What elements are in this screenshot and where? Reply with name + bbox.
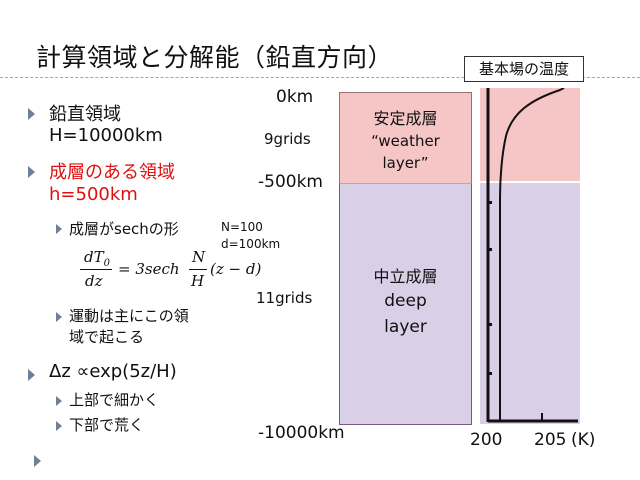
neutral-layer-label: 中立成層 deep layer xyxy=(340,266,471,340)
eq-rhs-denominator: H xyxy=(191,272,205,290)
profile-neutral-shade xyxy=(480,182,580,424)
temp-tick-205: 205 xyxy=(534,430,567,450)
profile-grid-tick xyxy=(488,372,492,375)
profile-grid-tick xyxy=(488,201,492,204)
temp-tick-200: 200 xyxy=(470,430,503,450)
height-label-bottom: -10000km xyxy=(258,423,345,443)
eq-fraction-bar xyxy=(80,269,112,270)
stable-layer-box xyxy=(339,92,472,184)
eq-rhs-fraction-bar xyxy=(189,269,207,270)
sub-bullet-fine-top: 上部で細かく xyxy=(69,391,160,409)
profile-grid-tick xyxy=(488,323,492,326)
eq-rhs-sech: = 3sech xyxy=(118,260,180,278)
bullet-stratified-region-value: h=500km xyxy=(49,184,138,205)
profile-grid-ticks xyxy=(488,201,492,375)
temperature-profile-curve xyxy=(499,88,565,422)
stable-layer-label: 安定成層 “weather layer” xyxy=(340,108,471,174)
temp-unit: (K) xyxy=(571,430,596,450)
bullet-arrow-icon xyxy=(28,108,35,120)
height-label-top: 0km xyxy=(276,87,314,107)
stable-layer-en-1: “weather xyxy=(371,132,440,150)
stratification-equation: dT0 dz = 3sech N H (z − d) xyxy=(80,248,280,292)
eq-rhs-tail: (z − d) xyxy=(210,260,262,278)
slide-nav-arrow-icon[interactable] xyxy=(34,455,41,467)
eq-lhs-numerator: dT0 xyxy=(84,248,110,269)
grid-count-lower: 11grids xyxy=(256,289,313,307)
bullet-grid-spacing: Δz ∝exp(5z/H) xyxy=(49,361,177,382)
slide-title: 計算領域と分解能（鉛直方向） xyxy=(36,43,394,72)
height-label-mid: -500km xyxy=(258,172,323,192)
sub-bullet-coarse-bottom: 下部で荒く xyxy=(69,416,145,434)
neutral-layer-box xyxy=(339,183,472,425)
neutral-layer-en-1: deep xyxy=(384,291,427,311)
profile-grid-tick xyxy=(488,248,492,251)
sub-bullet-arrow-icon xyxy=(56,396,62,406)
param-d-value: d=100km xyxy=(221,237,281,251)
stable-layer-en-2: layer” xyxy=(382,154,429,172)
sub-bullet-motion-region: 運動は主にこの領 xyxy=(69,307,189,325)
bullet-vertical-domain-value: H=10000km xyxy=(49,125,163,146)
title-divider xyxy=(0,77,640,78)
neutral-layer-title: 中立成層 xyxy=(373,267,438,286)
sub-bullet-motion-region-cont: 域で起こる xyxy=(69,328,145,346)
sub-bullet-sech-profile: 成層がsechの形 xyxy=(69,220,179,238)
param-n-value: N=100 xyxy=(221,220,263,234)
stable-layer-title: 安定成層 xyxy=(373,109,438,128)
profile-stable-shade xyxy=(480,88,580,182)
bullet-stratified-region: 成層のある領域 xyxy=(49,162,175,183)
temperature-profile-plot xyxy=(480,88,580,424)
eq-rhs-numerator: N xyxy=(192,248,206,266)
neutral-layer-en-2: layer xyxy=(384,317,427,337)
sub-bullet-arrow-icon xyxy=(56,421,62,431)
bullet-arrow-icon xyxy=(28,166,35,178)
sub-bullet-arrow-icon xyxy=(56,224,62,234)
sub-bullet-arrow-icon xyxy=(56,312,62,322)
reference-label-box: 基本場の温度 xyxy=(464,56,584,82)
bullet-vertical-domain: 鉛直領域 xyxy=(49,104,121,125)
bullet-arrow-icon xyxy=(28,369,35,381)
grid-count-upper: 9grids xyxy=(264,130,311,148)
eq-lhs-denominator: dz xyxy=(85,272,103,290)
